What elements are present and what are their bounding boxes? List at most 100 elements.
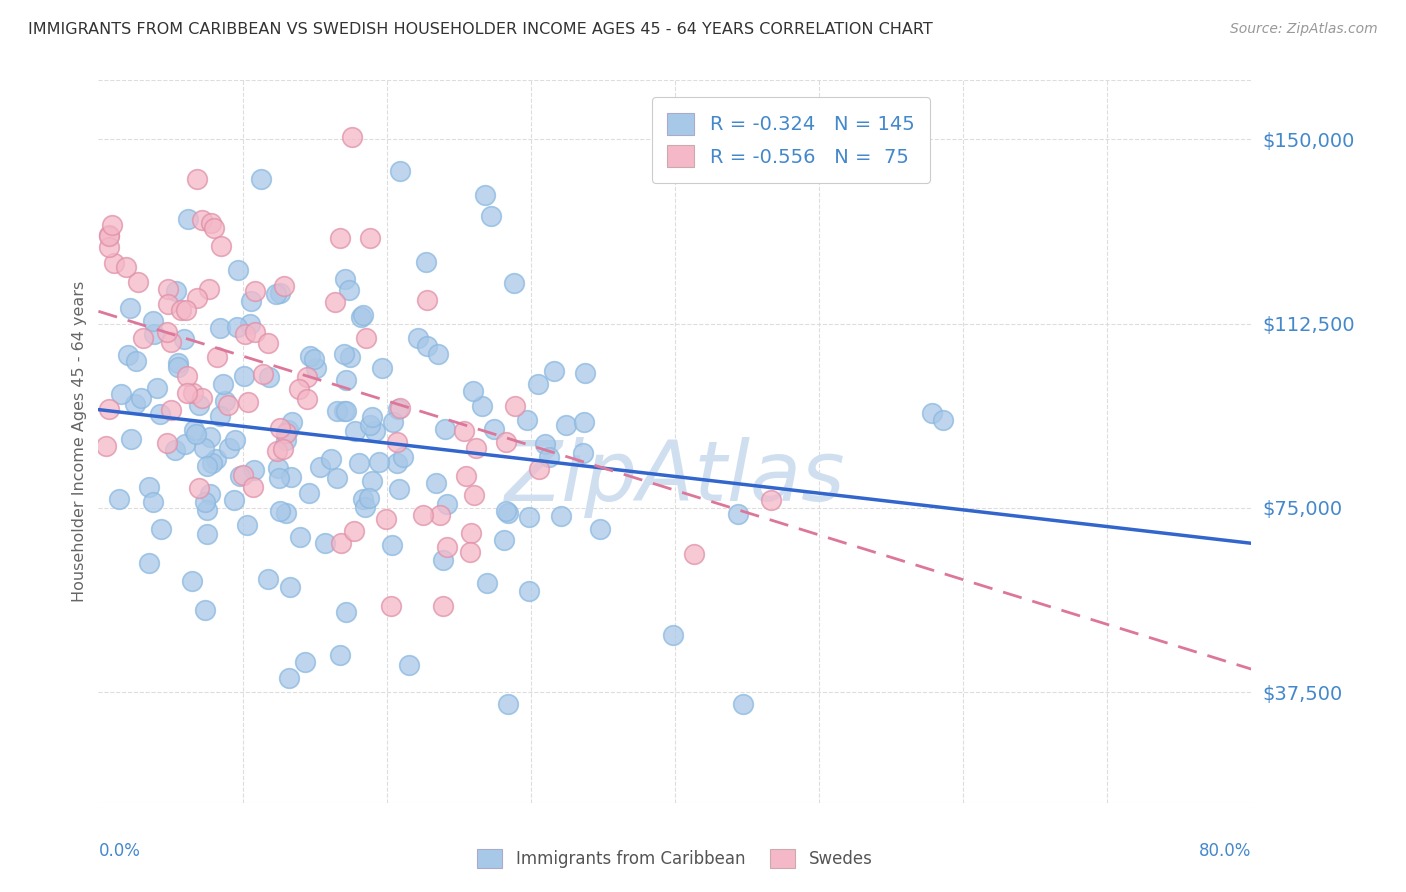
Point — [200, 216, 222, 230]
Y-axis label: Householder Income Ages 45 - 64 years: Householder Income Ages 45 - 64 years — [72, 281, 87, 602]
Point — [335, 373, 357, 387]
Point — [269, 504, 291, 518]
Point — [186, 291, 208, 305]
Point — [160, 334, 183, 349]
Point — [388, 483, 411, 497]
Point — [183, 423, 205, 437]
Point — [333, 403, 356, 417]
Point — [589, 522, 612, 536]
Point — [550, 508, 572, 523]
Point — [297, 392, 319, 407]
Point — [156, 282, 179, 296]
Point — [110, 387, 132, 401]
Point — [538, 450, 561, 465]
Point — [426, 347, 449, 361]
Point — [188, 481, 211, 495]
Point — [277, 671, 299, 685]
Point — [453, 424, 475, 438]
Point — [534, 436, 557, 450]
Point — [368, 455, 391, 469]
Point — [406, 331, 429, 345]
Point — [432, 553, 454, 567]
Point — [274, 433, 297, 447]
Point — [120, 301, 142, 315]
Point — [314, 536, 336, 550]
Point — [98, 401, 121, 416]
Point — [150, 522, 173, 536]
Point — [209, 409, 232, 423]
Point — [142, 314, 165, 328]
Point — [326, 471, 349, 485]
Point — [156, 436, 179, 450]
Point — [495, 504, 517, 518]
Point — [339, 350, 361, 364]
Point — [269, 421, 291, 435]
Point — [381, 538, 404, 552]
Point — [471, 399, 494, 413]
Point — [228, 263, 250, 277]
Point — [727, 507, 749, 521]
Point — [238, 395, 260, 409]
Point — [124, 397, 146, 411]
Point — [273, 279, 295, 293]
Point — [517, 584, 540, 599]
Point — [245, 285, 267, 299]
Legend: R = -0.324   N = 145, R = -0.556   N =  75: R = -0.324 N = 145, R = -0.556 N = 75 — [652, 97, 931, 183]
Point — [496, 698, 519, 712]
Point — [184, 427, 207, 442]
Point — [190, 213, 212, 227]
Point — [333, 272, 356, 286]
Point — [256, 572, 278, 586]
Point — [232, 369, 254, 384]
Point — [281, 415, 304, 429]
Point — [195, 458, 218, 473]
Point — [434, 422, 457, 436]
Point — [429, 508, 451, 522]
Point — [388, 164, 411, 178]
Point — [138, 479, 160, 493]
Point — [543, 364, 565, 378]
Point — [277, 423, 299, 437]
Point — [555, 418, 578, 433]
Text: 0.0%: 0.0% — [98, 842, 141, 860]
Point — [463, 488, 485, 502]
Text: Source: ZipAtlas.com: Source: ZipAtlas.com — [1230, 22, 1378, 37]
Point — [97, 227, 120, 242]
Point — [160, 403, 183, 417]
Point — [343, 424, 366, 438]
Point — [129, 391, 152, 405]
Point — [458, 544, 481, 558]
Point — [274, 506, 297, 520]
Point — [209, 321, 232, 335]
Point — [436, 497, 458, 511]
Point — [326, 404, 349, 418]
Point — [932, 413, 955, 427]
Point — [733, 698, 755, 712]
Point — [682, 547, 704, 561]
Point — [242, 462, 264, 476]
Point — [298, 486, 321, 500]
Point — [252, 368, 274, 382]
Point — [354, 500, 377, 514]
Point — [388, 401, 411, 415]
Point — [103, 256, 125, 270]
Point — [505, 399, 527, 413]
Point — [165, 284, 187, 298]
Point — [349, 310, 371, 325]
Point — [177, 212, 200, 227]
Point — [461, 384, 484, 399]
Point — [198, 430, 221, 444]
Point — [108, 491, 131, 506]
Text: ZipAtlas: ZipAtlas — [505, 437, 845, 518]
Point — [382, 416, 405, 430]
Point — [333, 347, 356, 361]
Point — [460, 525, 482, 540]
Point — [329, 231, 352, 245]
Point — [305, 360, 328, 375]
Point — [250, 172, 273, 186]
Point — [464, 441, 486, 455]
Point — [205, 350, 228, 364]
Point — [299, 349, 322, 363]
Point — [335, 403, 357, 417]
Point — [527, 376, 550, 391]
